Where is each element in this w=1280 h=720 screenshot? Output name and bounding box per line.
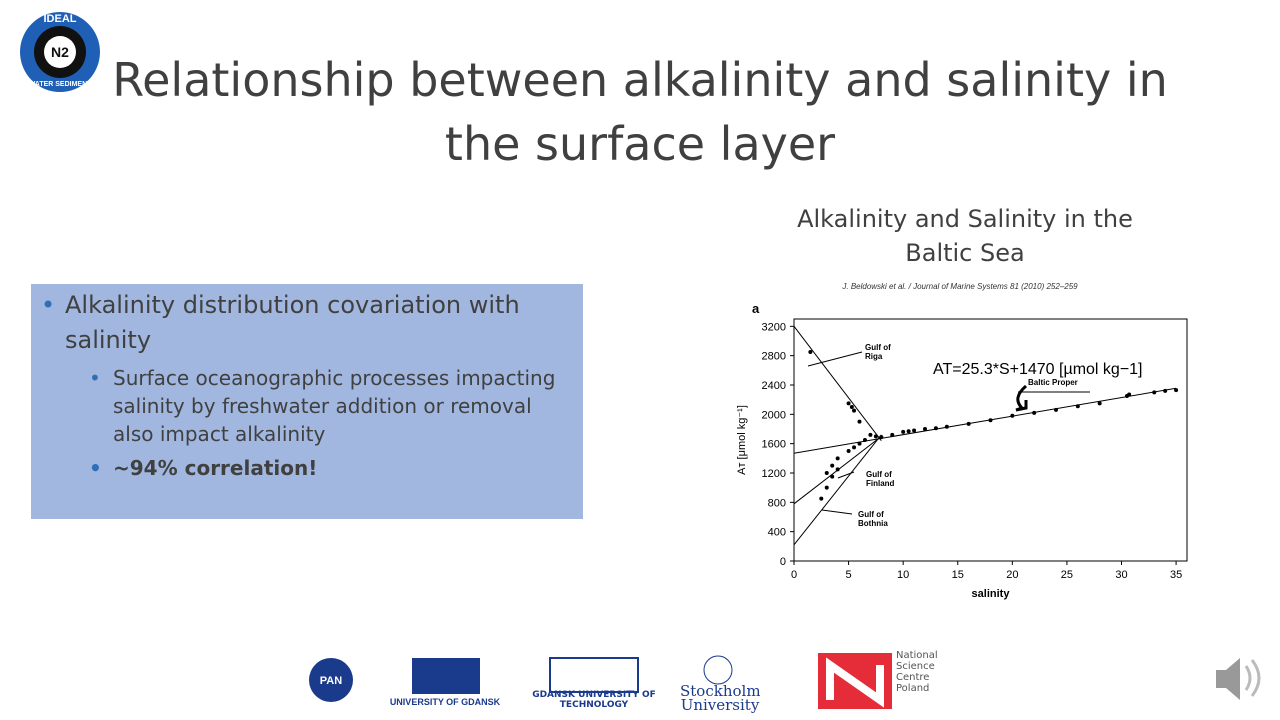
data-point <box>846 401 851 406</box>
data-point <box>852 445 857 450</box>
slide-title: Relationship between alkalinity and sali… <box>112 53 1168 171</box>
data-point <box>1075 404 1080 409</box>
data-point <box>912 428 917 433</box>
data-point <box>868 432 873 437</box>
x-tick-label: 10 <box>897 569 909 581</box>
equation: AT=25.3*S+1470 [µmol kg−1] <box>933 361 1143 378</box>
data-point <box>873 434 878 439</box>
data-point <box>846 449 851 453</box>
data-point <box>1097 401 1102 406</box>
y-tick-label: 3200 <box>762 321 786 333</box>
x-tick-label: 20 <box>1006 569 1018 581</box>
data-point <box>830 474 835 479</box>
data-point <box>906 429 911 434</box>
logo-text: N2 <box>51 44 69 60</box>
fit-line <box>793 326 882 442</box>
data-point <box>808 350 813 354</box>
bullet: Alkalinity distribution covariation with… <box>41 288 563 358</box>
annotation-text: Gulf of Riga <box>865 343 891 361</box>
x-tick-label: 15 <box>952 569 964 581</box>
data-point <box>1032 410 1037 415</box>
footer-logos: PAN UNIVERSITY OF GDANSK GDAŃSK UNIVERSI… <box>309 650 1261 714</box>
y-tick-label: 2800 <box>762 351 786 363</box>
y-axis-label: Aт [μmol kg⁻¹] <box>736 405 748 475</box>
data-point <box>1010 413 1015 418</box>
chart-source: J. Beldowski et al. / Journal of Marine … <box>841 282 1078 291</box>
arrow <box>1015 384 1028 412</box>
logo-text: IDEAL <box>44 13 77 25</box>
data-point <box>1163 388 1168 393</box>
x-tick-label: 30 <box>1115 569 1127 581</box>
annotation: Gulf of Bothnia <box>858 510 888 528</box>
annotation-text: Baltic Proper <box>1028 378 1078 387</box>
y-tick-label: 0 <box>780 556 786 568</box>
data-point <box>988 418 993 423</box>
data-point <box>824 471 829 475</box>
data-point <box>1174 388 1179 393</box>
logo-text: UNIVERSITY OF GDANSK <box>390 697 501 707</box>
equation-box <box>930 355 1182 379</box>
logo-text: GDAŃSK UNIVERSITY OF TECHNOLOGY <box>532 690 656 710</box>
data-point <box>849 405 854 409</box>
text-box: Alkalinity distribution covariation with… <box>31 284 583 519</box>
bullet: Surface oceanographic processes impactin… <box>89 364 563 448</box>
data-point <box>944 424 949 429</box>
x-tick-label: 25 <box>1061 569 1073 581</box>
data-point <box>835 467 840 472</box>
annotation: Baltic Proper <box>1028 378 1078 387</box>
data-point <box>1127 392 1132 397</box>
data-point <box>857 441 862 446</box>
figure-caption: Alkalinity and Salinity in the Baltic Se… <box>797 205 1133 264</box>
bullet: ~94% correlation! <box>89 454 563 482</box>
data-point <box>890 432 895 437</box>
data-point <box>857 419 862 424</box>
x-tick-label: 0 <box>791 569 797 581</box>
data-point <box>933 426 938 431</box>
fit-line <box>793 387 1177 454</box>
data-point <box>862 438 867 442</box>
chart: J. Beldowski et al. / Journal of Marine … <box>736 282 1188 600</box>
data-point <box>1054 407 1058 412</box>
data-point <box>852 408 857 413</box>
data-point <box>966 421 971 426</box>
annotation: Gulf of Riga <box>865 343 891 361</box>
y-tick-label: 1200 <box>762 468 786 480</box>
data-point <box>901 429 906 434</box>
fit-line <box>793 434 882 546</box>
data-point <box>835 456 840 461</box>
x-axis-label: salinity <box>972 588 1011 600</box>
logo-text: Stockholm University <box>680 684 760 714</box>
plot-frame <box>793 318 1188 562</box>
logo-text: PAN <box>320 675 342 687</box>
y-tick-label: 800 <box>768 497 786 509</box>
annotation-text: Gulf of Finland <box>866 470 895 488</box>
y-tick-label: 1600 <box>762 439 786 451</box>
data-point <box>819 496 824 501</box>
y-tick-label: 2000 <box>762 409 786 421</box>
data-point <box>1152 390 1157 395</box>
annotation-text: Gulf of Bothnia <box>858 510 888 528</box>
data-point <box>923 427 927 431</box>
logo: IDEAL N2 WATER SEDIMENT <box>20 12 100 92</box>
x-tick-label: 5 <box>846 569 852 581</box>
y-tick-label: 2400 <box>762 380 786 392</box>
y-tick-label: 400 <box>768 527 786 539</box>
panel-label: a <box>752 301 760 316</box>
logo-text: National Science Centre Poland <box>896 650 938 694</box>
data-point <box>879 435 884 440</box>
x-tick-label: 35 <box>1170 569 1182 581</box>
data-point <box>830 463 835 468</box>
data-point <box>824 485 829 490</box>
logo-text: WATER SEDIMENT <box>29 81 93 88</box>
arrow <box>807 351 863 515</box>
annotation: Gulf of Finland <box>866 470 895 488</box>
